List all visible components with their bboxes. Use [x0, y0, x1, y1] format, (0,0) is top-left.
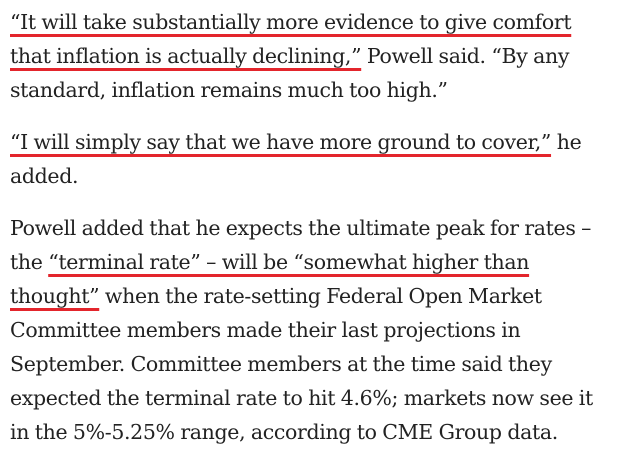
highlighted-quote: “It will take substantially more evidenc… — [10, 10, 572, 68]
paragraph-text: he added. — [10, 130, 582, 188]
article-body: “It will take substantially more evidenc… — [10, 5, 610, 449]
quote-paragraph: “It will take substantially more evidenc… — [10, 5, 610, 107]
highlighted-quote: “I will simply say that we have more gro… — [10, 130, 552, 154]
quote-paragraph: “I will simply say that we have more gro… — [10, 125, 610, 193]
paragraph-text: Powell added that he expects the ultimat… — [10, 216, 592, 274]
highlighted-quote: “terminal rate” – will be “somewhat high… — [10, 250, 530, 308]
paragraph-text: when the rate-setting Federal Open Marke… — [10, 284, 593, 444]
paragraph-text: Powell said. “By any standard, inflation… — [10, 44, 570, 102]
body-paragraph: Powell added that he expects the ultimat… — [10, 211, 610, 449]
